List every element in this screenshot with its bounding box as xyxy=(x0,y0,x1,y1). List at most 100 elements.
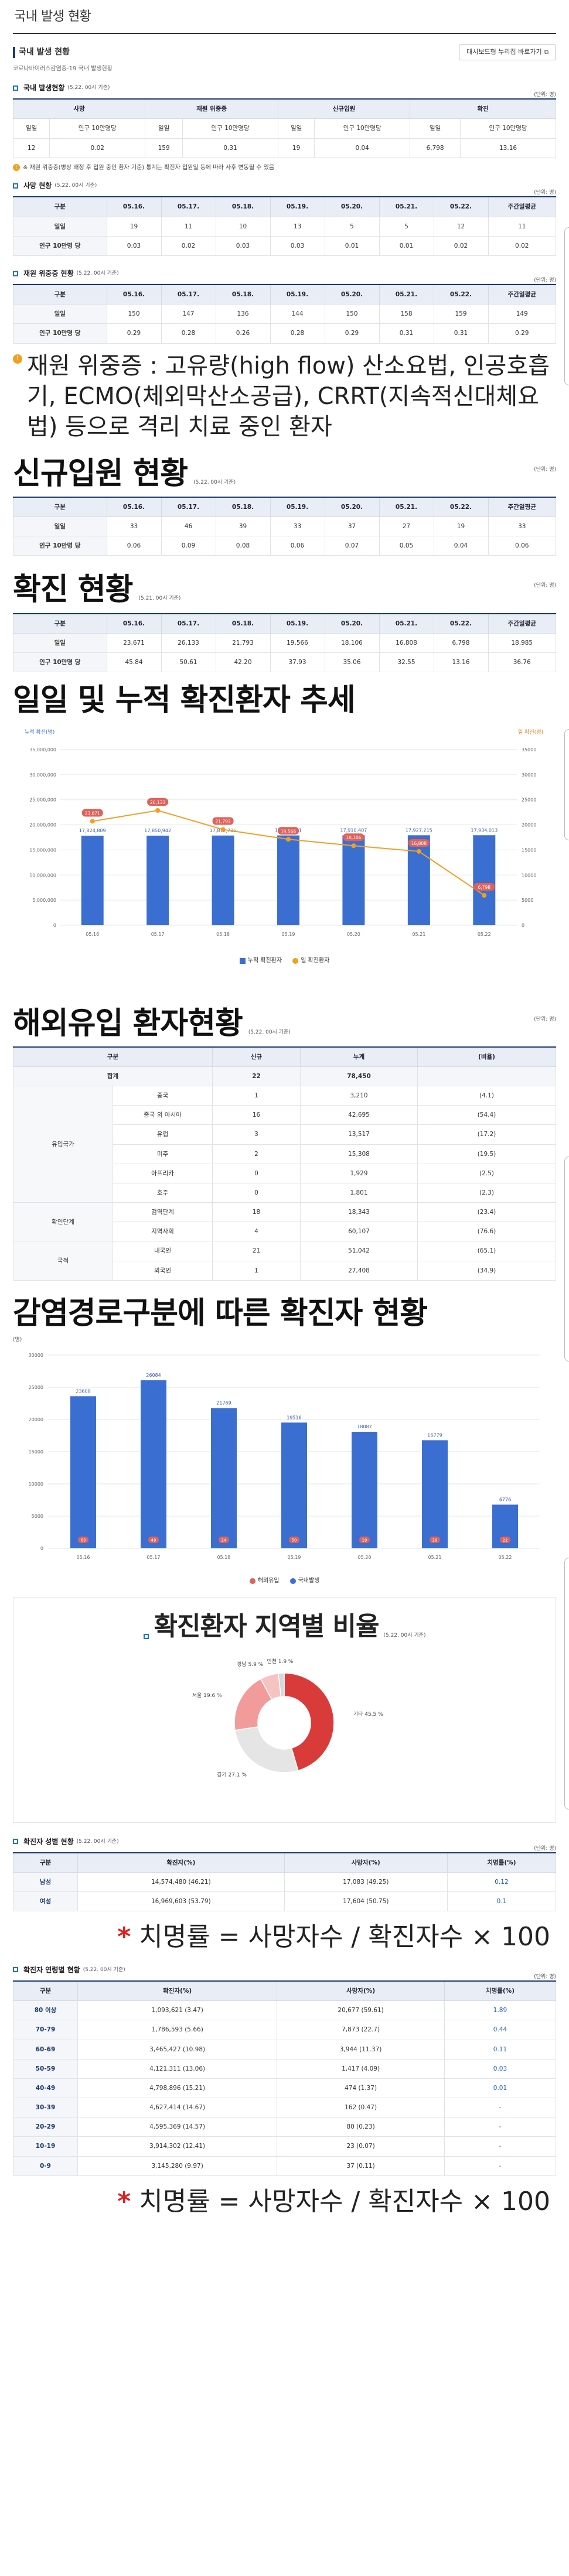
table-cell: - xyxy=(444,2117,557,2137)
cumulative-bar xyxy=(212,836,234,926)
column-header: 치명률(%) xyxy=(447,1852,557,1873)
daily-value-label: 18,106 xyxy=(346,835,361,840)
row-label: 유럽 xyxy=(113,1124,213,1145)
table-cell: 20,677 (59.61) xyxy=(277,2000,445,2021)
table-row: 인구 10만명 당 45.84 50.61 42.20 37.93 35.06 32.55 1… xyxy=(13,652,556,673)
table-cell: 0.12 xyxy=(447,1872,557,1893)
square-bullet-icon xyxy=(13,271,18,276)
table-cell: 37.93 xyxy=(270,652,325,673)
square-bullet-icon xyxy=(13,1839,18,1845)
dashboard-link-button[interactable]: 대시보드형 누리집 바로가기 ⧉ xyxy=(459,44,556,60)
column-header: 확진자(%) xyxy=(77,1980,278,2002)
column-header: 구분 xyxy=(13,1980,78,2002)
admissions-title-text: 신규입원 현황 xyxy=(13,456,188,491)
row-label: 70-79 xyxy=(13,2020,78,2040)
legend-item-domestic: 국내발생 xyxy=(289,1577,319,1585)
column-header: 구분 xyxy=(13,284,107,305)
legend-label: 일 확진환자 xyxy=(301,957,330,964)
table-cell: 13,517 xyxy=(300,1124,418,1145)
row-label: 0-9 xyxy=(13,2156,78,2176)
table-cell: 0.09 xyxy=(161,536,216,556)
table-cell: 144 xyxy=(270,304,325,324)
table-cell: 33 xyxy=(488,516,556,537)
table-cell: 0.29 xyxy=(106,323,162,344)
y-tick-label-right: 20000 xyxy=(522,823,536,828)
table-cell: 27,408 xyxy=(300,1260,418,1281)
column-header: 05.18. xyxy=(215,196,271,217)
page: 국내 발생 현황 국내 발생 현황 대시보드형 누리집 바로가기 ⧉ 코로나바이… xyxy=(12,9,569,2216)
domestic-value-label: 18087 xyxy=(357,1424,372,1429)
daily-value-label: 6,798 xyxy=(478,885,491,890)
table-cell: 4 xyxy=(212,1222,301,1242)
domestic-table: 사망 재원 위중증 신규입원 확진 일일 인구 10만명당 일일 인구 10만명… xyxy=(12,98,556,158)
y-tick-label-right: 0 xyxy=(522,923,524,928)
x-tick-label: 05.22 xyxy=(478,932,491,937)
overseas-title-text: 해외유입 환자현황 xyxy=(13,1005,243,1041)
column-header: 05.17. xyxy=(161,196,216,217)
domestic-title: 국내 발생현황 (5.22. 00시 기준) xyxy=(13,83,110,93)
col-group: 확진 xyxy=(410,98,556,119)
x-tick-label: 05.21 xyxy=(428,1555,442,1560)
asterisk-icon: * xyxy=(117,2186,131,2216)
overseas-badge xyxy=(430,1537,440,1544)
y-tick-label-left: 20,000,000 xyxy=(29,823,56,828)
table-cell: 0.29 xyxy=(324,323,380,344)
domestic-bar xyxy=(422,1440,448,1549)
overseas-value-label: 49 xyxy=(151,1538,156,1543)
column-header: 05.19. xyxy=(270,497,325,517)
legend-swatch xyxy=(249,1578,255,1584)
pie-slice-label: 경기 27.1 % xyxy=(217,1771,247,1778)
y-tick-label: 10000 xyxy=(29,1482,43,1487)
y-tick-label-right: 5000 xyxy=(522,898,533,903)
table-row: 인구 10만명 당 0.06 0.09 0.08 0.06 0.07 0.05 0.04 0.0… xyxy=(13,536,556,556)
age-table: 구분 확진자(%) 사망자(%) 치명률(%) 80 이상 1,093,621 (3.47… xyxy=(13,1980,557,2176)
column-header: 05.16. xyxy=(106,196,162,217)
table-cell: 0.05 xyxy=(379,536,434,556)
deaths-unit: (단위: 명) xyxy=(534,190,556,196)
gender-title: 확진자 성별 현황 (5.22. 00시 기준) xyxy=(13,1837,119,1846)
column-header: 주간일평균 xyxy=(488,497,556,517)
y-tick-label: 30000 xyxy=(29,1353,43,1358)
age-title: 확진자 연령별 현황 (5.22. 00시 기준) xyxy=(13,1965,125,1975)
deaths-title-text: 사망 현황 xyxy=(23,182,52,190)
row-label: 일일 xyxy=(13,632,107,653)
bar-value-label: 17,927,215 xyxy=(406,828,432,833)
subheader-cell: 일일 xyxy=(12,118,50,139)
table-cell: 0 xyxy=(212,1163,301,1183)
column-header: 05.19. xyxy=(270,613,325,634)
y-tick-label: 20000 xyxy=(29,1417,43,1422)
square-bullet-icon xyxy=(13,85,18,91)
y-tick-label-left: 5,000,000 xyxy=(32,898,56,903)
table-cell: 149 xyxy=(488,304,556,324)
info-icon: ! xyxy=(13,354,22,364)
table-cell: 5 xyxy=(324,216,380,237)
table-cell: 14,574,480 (46.21) xyxy=(77,1872,285,1893)
table-cell: 33 xyxy=(270,516,325,537)
table-cell: 21 xyxy=(212,1241,301,1261)
table-cell: 37 xyxy=(324,516,380,537)
y-tick-label-right: 10000 xyxy=(522,873,536,878)
confirmed-title-text: 확진 현황 xyxy=(13,572,133,608)
x-tick-label: 05.17 xyxy=(151,932,165,937)
overseas-badge xyxy=(500,1537,510,1544)
row-label: 80 이상 xyxy=(13,2000,78,2021)
column-header: 05.19. xyxy=(270,284,325,305)
table-row: 아프리카 0 1,929 (2.5) xyxy=(13,1163,556,1183)
value-cell: 12 xyxy=(12,138,50,158)
table-cell: 23,671 xyxy=(106,632,162,653)
table-cell: 1.89 xyxy=(444,2000,557,2021)
column-header: 05.19. xyxy=(270,196,325,217)
age-header: 확진자 연령별 현황 (5.22. 00시 기준) (단위: 명) xyxy=(13,1965,556,1980)
daily-value-label: 21,793 xyxy=(215,819,230,825)
column-header: 05.20. xyxy=(324,613,380,634)
cumulative-bar xyxy=(407,835,430,926)
table-cell: 21,793 xyxy=(215,632,271,653)
x-tick-label: 05.19 xyxy=(282,932,295,937)
confirmed-table: 구분 05.16. 05.17. 05.18. 05.19. 05.20. 05.21. 05… xyxy=(13,613,556,673)
domestic-header: 국내 발생현황 (5.22. 00시 기준) (단위: 명) xyxy=(13,83,556,98)
table-cell: 35.06 xyxy=(324,652,380,673)
domestic-unit: (단위: 명) xyxy=(534,92,556,98)
critical-header: 재원 위중증 현황 (5.22. 00시 기준) (단위: 명) xyxy=(13,269,556,284)
fatality-formula: * 치명률 = 사망자수 / 확진자수 × 100 xyxy=(13,1920,550,1954)
table-cell: 6,798 xyxy=(433,632,489,653)
